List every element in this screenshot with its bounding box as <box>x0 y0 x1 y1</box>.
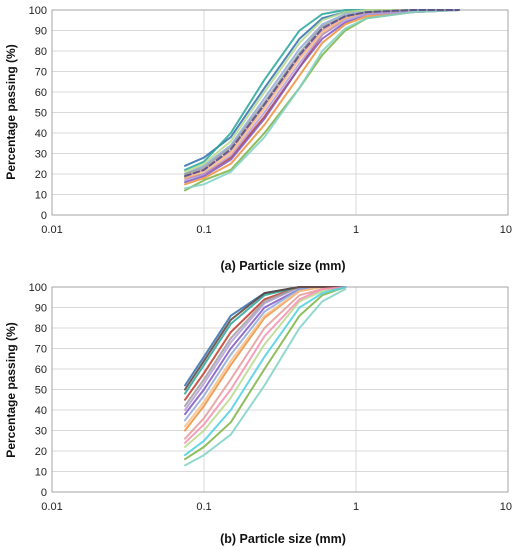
x-tick-label-b: 0.01 <box>41 501 62 513</box>
y-tick-label-a: 60 <box>35 87 47 99</box>
y-tick-label-b: 70 <box>35 344 47 356</box>
series-line-a-9 <box>184 9 460 173</box>
plot-frame-b <box>51 286 509 493</box>
series-line-b-16 <box>184 286 347 457</box>
y-axis-label-a: Percentage passing (%) <box>4 44 18 179</box>
y-tick-label-a: 40 <box>35 128 47 140</box>
x-axis-label-a: (a) Particle size (mm) <box>220 259 345 273</box>
y-tick-label-b: 0 <box>41 487 47 499</box>
x-tick-label-a: 0.01 <box>41 224 62 236</box>
series-line-b-3 <box>184 286 347 461</box>
x-tick-label-b: 10 <box>500 501 512 513</box>
y-axis-label-b: Percentage passing (%) <box>4 322 18 457</box>
y-tick-label-a: 70 <box>35 67 47 79</box>
x-axis-label-b: (b) Particle size (mm) <box>220 532 346 546</box>
y-tick-label-b: 30 <box>35 426 47 438</box>
x-tick-label-b: 0.1 <box>196 501 211 513</box>
x-tick-label-a: 10 <box>500 224 512 236</box>
y-tick-label-b: 80 <box>35 323 47 335</box>
plot-area-a: 0 10 20 30 40 50 60 70 80 90 100 0.01 0.1 1 10 <box>29 5 512 236</box>
x-tick-label-b: 1 <box>353 501 359 513</box>
x-tick-label-a: 1 <box>353 224 359 236</box>
series-line-a-11 <box>184 9 460 190</box>
y-tick-label-a: 80 <box>35 46 47 58</box>
y-tick-label-b: 100 <box>29 282 47 294</box>
series-line-a-14 <box>184 9 460 178</box>
y-tick-label-a: 10 <box>35 190 47 202</box>
series-line-b-8 <box>184 286 347 440</box>
y-tick-label-b: 90 <box>35 303 47 315</box>
series-line-b-14 <box>184 286 347 391</box>
series-line-a-10 <box>184 9 460 182</box>
y-tick-label-a: 0 <box>41 210 47 222</box>
x-tick-label-a: 0.1 <box>196 224 211 236</box>
series-line-b-11 <box>184 288 347 467</box>
y-tick-label-b: 60 <box>35 364 47 376</box>
y-tick-label-a: 90 <box>35 26 47 38</box>
series-line-b-15 <box>184 286 347 444</box>
plot-frame-a <box>51 9 509 216</box>
y-tick-label-a: 100 <box>29 5 47 17</box>
y-tick-label-a: 20 <box>35 169 47 181</box>
y-tick-label-b: 50 <box>35 385 47 397</box>
y-tick-label-b: 10 <box>35 467 47 479</box>
chart-panel-b: 0 10 20 30 40 50 60 70 80 90 100 0.01 0.1 1 10 Percent… <box>4 282 512 546</box>
chart-panel-a: 0 10 20 30 40 50 60 70 80 90 100 0.01 0.1 1 10 Percent… <box>4 5 512 273</box>
y-tick-label-b: 40 <box>35 405 47 417</box>
series-line-b-9 <box>184 286 347 448</box>
y-tick-label-a: 50 <box>35 108 47 120</box>
y-tick-label-b: 20 <box>35 446 47 458</box>
plot-area-b: 0 10 20 30 40 50 60 70 80 90 100 0.01 0.1 1 10 <box>29 282 512 513</box>
y-tick-label-a: 30 <box>35 149 47 161</box>
